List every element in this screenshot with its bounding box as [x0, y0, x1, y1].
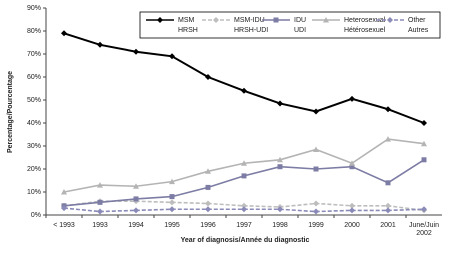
- marker: [241, 206, 247, 213]
- legend-label-fr: Autres: [408, 27, 429, 34]
- marker: [169, 53, 175, 60]
- marker: [421, 120, 427, 126]
- marker: [61, 189, 67, 195]
- y-tick-label: 50%: [27, 97, 41, 104]
- marker: [213, 17, 219, 23]
- marker: [385, 180, 391, 186]
- marker: [349, 207, 355, 214]
- marker: [157, 17, 163, 23]
- marker: [205, 200, 211, 207]
- marker: [97, 182, 103, 188]
- marker: [169, 199, 175, 206]
- marker: [313, 208, 319, 215]
- legend-label-fr: HRSH-UDI: [234, 27, 268, 34]
- marker: [313, 200, 319, 207]
- legend-label-fr: Hétérosexuel: [344, 27, 386, 34]
- marker: [313, 108, 319, 115]
- marker: [277, 156, 283, 163]
- y-tick-label: 10%: [27, 189, 41, 196]
- marker: [277, 100, 283, 107]
- marker: [385, 106, 391, 113]
- marker: [241, 202, 247, 209]
- marker: [61, 30, 67, 37]
- legend-label-fr: UDI: [294, 27, 306, 34]
- marker: [387, 17, 393, 23]
- marker: [273, 17, 279, 23]
- marker: [349, 164, 355, 170]
- legend-box: [139, 11, 441, 39]
- marker: [313, 146, 319, 152]
- marker: [97, 41, 103, 48]
- x-tick-label: 1999: [308, 222, 324, 229]
- marker: [421, 157, 427, 163]
- y-tick-label: 30%: [27, 143, 41, 150]
- marker: [349, 160, 355, 166]
- marker: [133, 207, 139, 214]
- marker: [205, 206, 211, 213]
- marker: [97, 199, 103, 205]
- marker: [313, 166, 319, 172]
- legend-label: IDU: [294, 17, 306, 24]
- x-tick-label: 1995: [164, 222, 180, 229]
- marker: [133, 196, 139, 202]
- marker: [97, 208, 103, 215]
- x-tick-label: 1994: [128, 222, 144, 229]
- x-tick-label: 1996: [200, 222, 216, 229]
- x-tick-label: 1997: [236, 222, 252, 229]
- marker: [241, 160, 247, 166]
- x-tick-label: 1993: [92, 222, 108, 229]
- series-line: [63, 159, 425, 207]
- x-tick-label: 2000: [344, 222, 360, 229]
- marker: [421, 206, 427, 213]
- y-axis-title: Percentage/Pourcentage: [7, 71, 14, 153]
- x-axis-title: Year of diagnosis/Année du diagnostic: [181, 237, 310, 244]
- x-tick-label: 2001: [380, 222, 396, 229]
- marker: [277, 164, 283, 170]
- marker: [61, 205, 67, 212]
- marker: [205, 184, 211, 190]
- marker: [241, 87, 247, 94]
- y-tick-label: 60%: [27, 74, 41, 81]
- series-line: [63, 32, 425, 124]
- marker: [385, 202, 391, 209]
- marker: [133, 48, 139, 55]
- marker: [349, 95, 355, 102]
- y-tick-label: 40%: [27, 120, 41, 127]
- legend-label: MSM: [178, 17, 195, 24]
- marker: [205, 74, 211, 80]
- legend-label: Other: [408, 17, 426, 24]
- marker: [421, 140, 427, 147]
- marker: [169, 206, 175, 213]
- marker: [205, 168, 211, 174]
- x-tick-label: < 1993: [53, 222, 75, 229]
- marker: [277, 206, 283, 213]
- marker: [169, 178, 175, 185]
- marker: [241, 173, 247, 179]
- y-tick-label: 80%: [27, 28, 41, 35]
- legend-label-fr: HRSH: [178, 27, 198, 34]
- marker: [133, 183, 139, 189]
- marker: [349, 202, 355, 209]
- legend-label: MSM-IDU: [234, 17, 265, 24]
- y-tick-label: 90%: [27, 5, 41, 12]
- x-tick-label: June/Juin 2002: [409, 222, 439, 237]
- marker: [385, 136, 391, 142]
- marker: [169, 194, 175, 200]
- marker: [385, 207, 391, 214]
- y-tick-label: 20%: [27, 166, 41, 173]
- y-tick-label: 0%: [31, 212, 41, 219]
- marker: [323, 17, 329, 23]
- legend-label: Heterosexual: [344, 17, 386, 24]
- x-tick-label: 1998: [272, 222, 288, 229]
- y-tick-label: 70%: [27, 51, 41, 58]
